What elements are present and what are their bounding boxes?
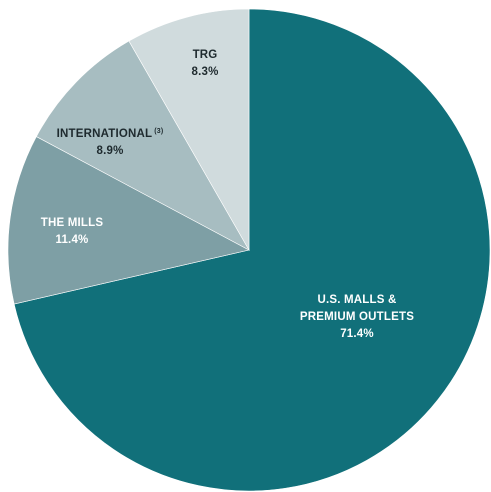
pie-slice-1 <box>13 8 491 492</box>
slice-value-label: 71.4% <box>340 328 374 340</box>
slice-name-label: THE MILLS <box>41 217 104 229</box>
slice-name-label: PREMIUM OUTLETS <box>300 311 414 323</box>
slice-label-2: THE MILLS 11.4% <box>41 217 104 246</box>
slice-label-1: U.S. MALLS & PREMIUM OUTLETS 71.4% <box>300 294 414 340</box>
slice-label-3: INTERNATIONAL (3) 8.9% <box>57 128 164 157</box>
slice-value-label: 8.9% <box>96 145 123 157</box>
slice-value-label: 8.3% <box>191 66 218 78</box>
footnote-marker: (3) <box>154 128 163 135</box>
slice-name-label: TRG <box>193 49 218 61</box>
slice-label-4: TRG 8.3% <box>191 49 218 78</box>
slice-name-label: INTERNATIONAL (3) <box>57 128 164 140</box>
pie-slice-3 <box>35 40 250 251</box>
pie-slice-4 <box>128 8 250 252</box>
pie-slice-2 <box>7 136 250 305</box>
slice-value-label: 11.4% <box>56 234 89 246</box>
slice-name-label: U.S. MALLS & <box>317 294 396 306</box>
